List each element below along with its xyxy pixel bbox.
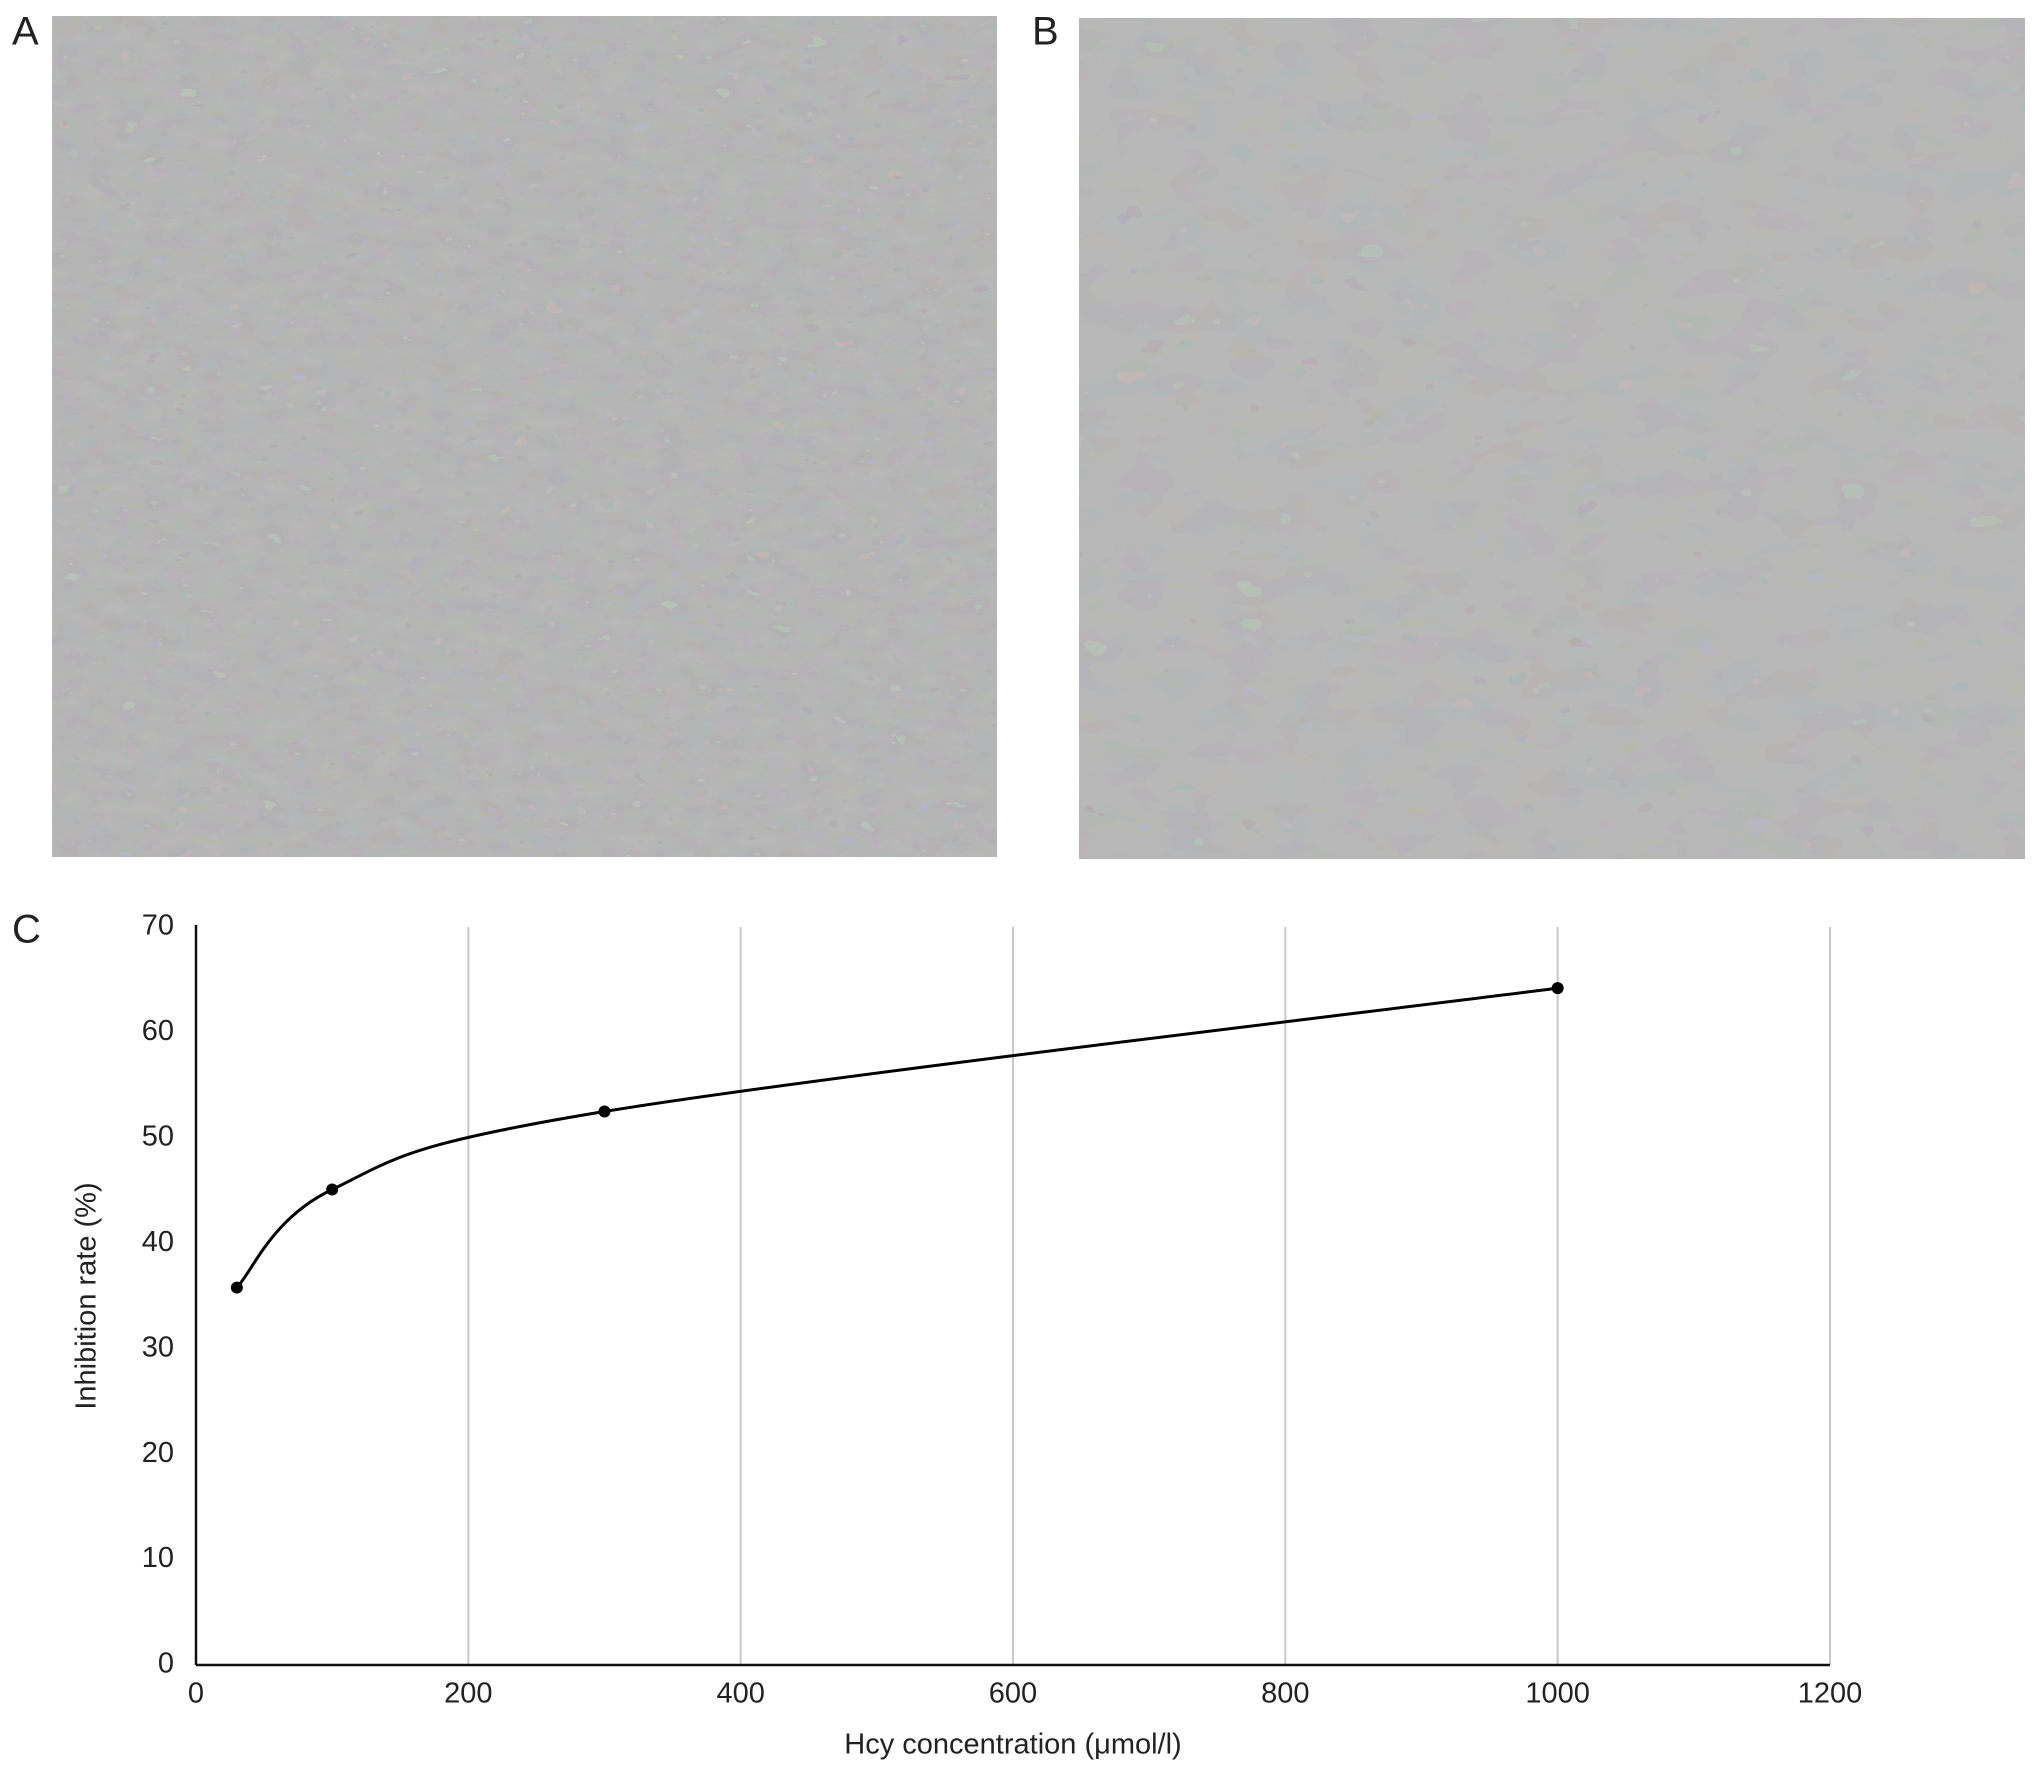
- micrograph-a-texture: [52, 16, 997, 857]
- x-tick-label: 1200: [1798, 1678, 1863, 1710]
- x-tick-label: 800: [1261, 1678, 1309, 1710]
- data-point: [230, 1281, 243, 1294]
- y-tick-label: 40: [142, 1226, 174, 1258]
- x-tick-label: 200: [444, 1678, 492, 1710]
- x-axis-label: Hcy concentration (μmol/l): [844, 1729, 1181, 1761]
- x-tick-label: 0: [188, 1678, 204, 1710]
- y-tick-label: 60: [142, 1015, 174, 1047]
- data-point: [326, 1183, 339, 1196]
- y-tick-label: 10: [142, 1542, 174, 1574]
- y-tick-label: 20: [142, 1437, 174, 1469]
- series-line: [235, 986, 1558, 1289]
- micrograph-b-texture: [1079, 18, 2025, 859]
- x-tick-label: 400: [716, 1678, 764, 1710]
- x-tick-label: 1000: [1525, 1678, 1590, 1710]
- y-tick-label: 30: [142, 1331, 174, 1363]
- x-tick-label: 600: [989, 1678, 1037, 1710]
- y-tick-label: 50: [142, 1121, 174, 1153]
- data-point: [598, 1105, 611, 1118]
- panel-label: B: [1032, 10, 1059, 54]
- y-tick-label: 70: [142, 910, 174, 942]
- y-tick-label: 0: [158, 1648, 174, 1680]
- panel-label: C: [12, 908, 41, 952]
- y-axis-label: Inhibition rate (%): [71, 1182, 103, 1409]
- data-point: [1551, 982, 1564, 995]
- panel-label: A: [12, 10, 39, 54]
